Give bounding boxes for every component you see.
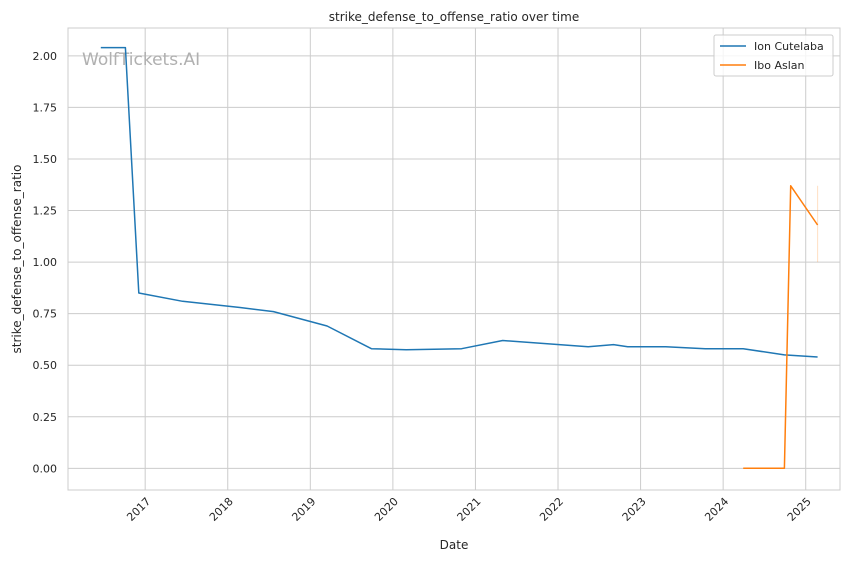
- data-point-ibo-aslan: [783, 467, 785, 469]
- plot-area-frame: [67, 27, 841, 491]
- data-point-ion-cutelaba: [405, 349, 407, 351]
- data-point-ion-cutelaba: [816, 356, 818, 358]
- data-point-ion-cutelaba: [138, 292, 140, 294]
- data-point-ion-cutelaba: [704, 348, 706, 350]
- data-point-ion-cutelaba: [627, 345, 629, 347]
- watermark-text: WolfTickets.AI: [82, 50, 200, 70]
- data-point-ion-cutelaba: [612, 343, 614, 345]
- data-point-ion-cutelaba: [272, 310, 274, 312]
- data-point-ion-cutelaba: [124, 46, 126, 48]
- x-axis-label: Date: [440, 538, 469, 552]
- y-tick-label: 1.00: [33, 256, 58, 269]
- y-tick-label: 1.50: [33, 153, 58, 166]
- data-point-ion-cutelaba: [100, 46, 102, 48]
- data-point-ion-cutelaba: [587, 345, 589, 347]
- y-tick-labels: 0.00 0.25 0.50 0.75 1.00 1.25 1.50 1.75 2.00: [33, 50, 58, 476]
- y-axis-label: strike_defense_to_offense_ratio: [10, 165, 24, 354]
- data-point-ion-cutelaba: [460, 348, 462, 350]
- chart-title: strike_defense_to_offense_ratio over tim…: [329, 10, 579, 24]
- y-tick-label: 1.75: [33, 101, 58, 114]
- y-tick-label: 0.50: [33, 359, 58, 372]
- y-tick-label: 2.00: [33, 50, 58, 63]
- series-layer: [100, 46, 819, 470]
- y-tick-label: 0.25: [33, 411, 58, 424]
- legend-label-ion-cutelaba: Ion Cutelaba: [754, 40, 824, 53]
- data-point-ion-cutelaba: [665, 345, 667, 347]
- data-point-ion-cutelaba: [181, 300, 183, 302]
- y-tick-label: 0.00: [33, 462, 58, 475]
- legend: Ion Cutelaba Ibo Aslan: [713, 34, 834, 77]
- y-tick-label: 0.75: [33, 308, 58, 321]
- y-gridlines: [68, 55, 840, 469]
- x-gridlines: [144, 28, 807, 490]
- data-point-ibo-aslan: [742, 467, 744, 469]
- data-point-ion-cutelaba: [502, 339, 504, 341]
- series-line-ibo-aslan: [743, 185, 819, 470]
- series-line-ion-cutelaba: [100, 46, 818, 358]
- data-point-ion-cutelaba: [783, 354, 785, 356]
- data-point-ion-cutelaba: [326, 325, 328, 327]
- y-tick-label: 1.25: [33, 205, 58, 218]
- data-point-ion-cutelaba: [742, 348, 744, 350]
- data-point-ibo-aslan: [790, 185, 792, 187]
- data-point-ion-cutelaba: [370, 348, 372, 350]
- legend-label-ibo-aslan: Ibo Aslan: [754, 59, 805, 72]
- data-point-ion-cutelaba: [239, 306, 241, 308]
